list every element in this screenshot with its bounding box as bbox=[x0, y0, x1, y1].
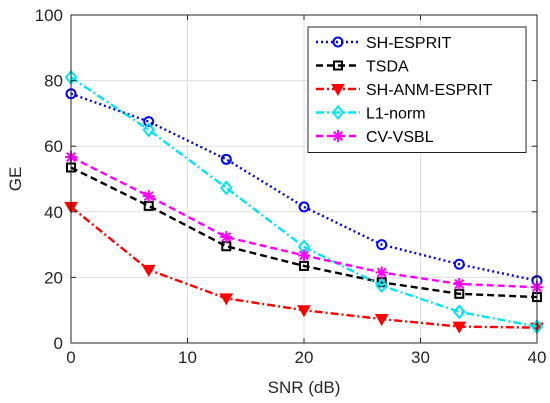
series-line bbox=[70, 166, 538, 299]
legend: SH-ESPRIT TSDA SH-ANM-ESPRIT L1-norm CV-VSBL bbox=[307, 26, 527, 153]
data-point-marker bbox=[452, 304, 466, 320]
series-line bbox=[70, 92, 538, 282]
x-tick-label: 20 bbox=[295, 348, 314, 367]
legend-marker bbox=[332, 130, 344, 142]
data-point-marker bbox=[220, 153, 232, 165]
data-point-marker bbox=[452, 321, 467, 334]
x-axis-label: SNR (dB) bbox=[268, 378, 341, 397]
legend-entry: L1-norm bbox=[316, 104, 426, 123]
x-tick-label: 40 bbox=[528, 348, 547, 367]
data-point-marker bbox=[375, 278, 389, 294]
legend-label: CV-VSBL bbox=[366, 129, 434, 146]
tick-layer: 0 10 20 30 40 0 20 40 60 80 100 bbox=[35, 6, 547, 367]
data-point-marker bbox=[375, 266, 388, 279]
y-tick-label: 80 bbox=[44, 72, 63, 91]
data-point-marker bbox=[141, 264, 156, 277]
data-point-marker bbox=[143, 116, 155, 128]
data-point-marker bbox=[374, 314, 389, 327]
data-point-marker bbox=[298, 249, 310, 262]
data-point-marker bbox=[297, 305, 311, 318]
legend-marker bbox=[333, 60, 343, 71]
y-tick-label: 40 bbox=[44, 203, 63, 222]
legend-marker bbox=[332, 36, 344, 48]
y-axis-label: GE bbox=[6, 167, 25, 192]
y-tick-label: 100 bbox=[35, 6, 63, 25]
legend-marker bbox=[331, 84, 345, 97]
data-point-marker bbox=[298, 201, 310, 213]
legend-label: SH-ANM-ESPRIT bbox=[366, 82, 492, 99]
y-tick-label: 20 bbox=[44, 268, 63, 287]
data-point-marker bbox=[219, 293, 234, 306]
legend-entry: SH-ANM-ESPRIT bbox=[316, 82, 492, 99]
legend-marker bbox=[331, 104, 345, 121]
legend-label: TSDA bbox=[366, 59, 409, 76]
data-point-marker bbox=[453, 277, 466, 290]
y-tick-label: 60 bbox=[44, 137, 63, 156]
data-point-marker bbox=[299, 260, 309, 271]
x-tick-label: 10 bbox=[178, 348, 197, 367]
series-line bbox=[70, 76, 538, 328]
legend-entry: TSDA bbox=[316, 59, 409, 76]
data-point-marker bbox=[453, 258, 465, 270]
x-tick-label: 0 bbox=[66, 348, 75, 367]
data-point-marker bbox=[376, 239, 388, 251]
x-tick-label: 30 bbox=[411, 348, 430, 367]
data-point-marker bbox=[220, 231, 233, 244]
data-point-marker bbox=[142, 122, 156, 138]
y-tick-label: 0 bbox=[54, 334, 63, 353]
legend-entry: CV-VSBL bbox=[316, 129, 434, 146]
data-point-marker bbox=[142, 190, 155, 203]
legend-entry: SH-ESPRIT bbox=[316, 35, 452, 52]
legend-label: SH-ESPRIT bbox=[366, 35, 452, 52]
data-point-marker bbox=[219, 180, 233, 196]
legend-label: L1-norm bbox=[366, 106, 426, 123]
